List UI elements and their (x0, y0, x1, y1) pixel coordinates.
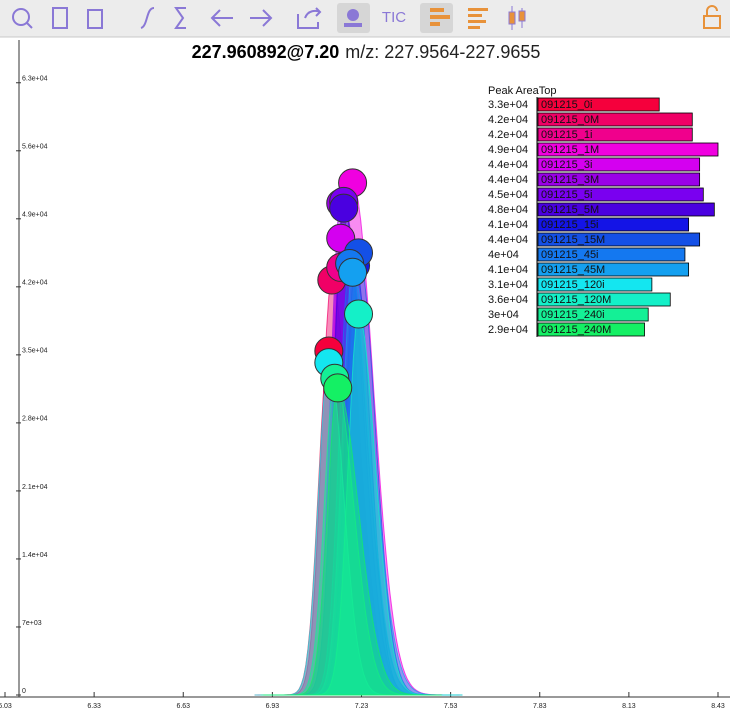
y-tick-label: 5.6e+04 (22, 144, 48, 151)
peak-button[interactable] (344, 9, 362, 27)
legend-value: 3e+04 (488, 309, 519, 321)
export-button[interactable] (297, 7, 322, 29)
legend-value: 4.4e+04 (488, 174, 528, 186)
copy-button[interactable] (87, 9, 103, 29)
chart-title: 227.960892@7.20 (192, 42, 340, 62)
y-tick-label: 0 (22, 688, 26, 695)
legend-value: 4.2e+04 (488, 129, 528, 141)
legend-name: 091215_120i (541, 279, 605, 291)
legend-bar (537, 217, 690, 232)
legend-value: 3.3e+04 (488, 99, 528, 111)
boxplot-button[interactable] (508, 6, 526, 30)
peak-apex (344, 299, 374, 329)
legend-value: 4.4e+04 (488, 159, 528, 171)
peak-apex (338, 257, 368, 287)
legend-name: 091215_240M (541, 324, 611, 336)
legend-name: 091215_240i (541, 309, 605, 321)
legend-value: 2.9e+04 (488, 324, 528, 336)
chart-subtitle: m/z: 227.9564-227.9655 (345, 42, 540, 62)
legend-bar (537, 262, 690, 277)
x-tick-label: 6.03 (0, 703, 12, 710)
forward-button[interactable] (250, 9, 273, 27)
legend-name: 091215_5i (541, 189, 592, 201)
y-tick-label: 4.9e+04 (22, 212, 48, 219)
legend-view-button[interactable] (468, 8, 488, 29)
legend-name: 091215_1M (541, 144, 599, 156)
sum-button[interactable] (174, 7, 186, 29)
peak-apex (329, 193, 359, 223)
function-button[interactable] (140, 7, 155, 29)
legend-bar (537, 157, 701, 172)
x-tick-label: 7.83 (533, 703, 547, 710)
legend-value: 4.2e+04 (488, 114, 528, 126)
y-tick-label: 4.2e+04 (22, 280, 48, 287)
x-tick-label: 6.33 (87, 703, 101, 710)
legend-bar (537, 142, 719, 157)
legend-bar (537, 277, 653, 292)
y-tick-label: 2.8e+04 (22, 416, 48, 423)
x-tick-label: 7.23 (355, 703, 369, 710)
y-tick-label: 7e+03 (22, 620, 42, 627)
tic-button[interactable]: TIC (382, 9, 406, 26)
peak-apex (323, 373, 353, 403)
legend-bar (537, 127, 693, 142)
legend-bar (537, 187, 704, 202)
y-tick-label: 6.3e+04 (22, 76, 48, 83)
x-tick-label: 8.43 (711, 703, 725, 710)
legend-name: 091215_1i (541, 129, 592, 141)
legend-value: 3.6e+04 (488, 294, 528, 306)
y-tick-label: 2.1e+04 (22, 484, 48, 491)
x-tick-label: 7.53 (444, 703, 458, 710)
legend-value: 4.9e+04 (488, 144, 528, 156)
legend-value: 4.1e+04 (488, 264, 528, 276)
legend-title: Peak AreaTop (488, 85, 557, 97)
legend-name: 091215_0M (541, 114, 599, 126)
lock-button[interactable] (703, 5, 721, 29)
legend-bar (537, 247, 686, 262)
legend-name: 091215_120M (541, 294, 611, 306)
x-tick-label: 6.63 (176, 703, 190, 710)
bookmark-button[interactable] (52, 7, 68, 29)
legend-name: 091215_3M (541, 174, 599, 186)
back-button[interactable] (210, 9, 233, 27)
legend-value: 4.5e+04 (488, 189, 528, 201)
y-tick-label: 1.4e+04 (22, 552, 48, 559)
legend-name: 091215_15M (541, 234, 605, 246)
bar-view-button[interactable] (430, 8, 450, 26)
legend-name: 091215_45M (541, 264, 605, 276)
legend-value: 4e+04 (488, 249, 519, 261)
legend-name: 091215_45i (541, 249, 599, 261)
zoom-button[interactable] (12, 8, 33, 29)
legend-bar (537, 97, 660, 112)
x-tick-label: 8.13 (622, 703, 636, 710)
legend-bar (537, 322, 645, 337)
legend-bar (537, 202, 715, 217)
legend-name: 091215_0i (541, 99, 592, 111)
legend-value: 4.1e+04 (488, 219, 528, 231)
legend-name: 091215_5M (541, 204, 599, 216)
legend-bar (537, 232, 701, 247)
legend-name: 091215_3i (541, 159, 592, 171)
legend-value: 4.8e+04 (488, 204, 528, 216)
chart-heading: 227.960892@7.20 m/z: 227.9564-227.9655 (192, 42, 541, 62)
legend-bar (537, 292, 671, 307)
legend-value: 3.1e+04 (488, 279, 528, 291)
legend-bar (537, 172, 701, 187)
legend-bar (537, 112, 693, 127)
legend-name: 091215_15i (541, 219, 599, 231)
legend-value: 4.4e+04 (488, 234, 528, 246)
x-tick-label: 6.93 (266, 703, 280, 710)
legend-bar (537, 307, 649, 322)
peak-area (263, 388, 442, 696)
y-tick-label: 3.5e+04 (22, 348, 48, 355)
